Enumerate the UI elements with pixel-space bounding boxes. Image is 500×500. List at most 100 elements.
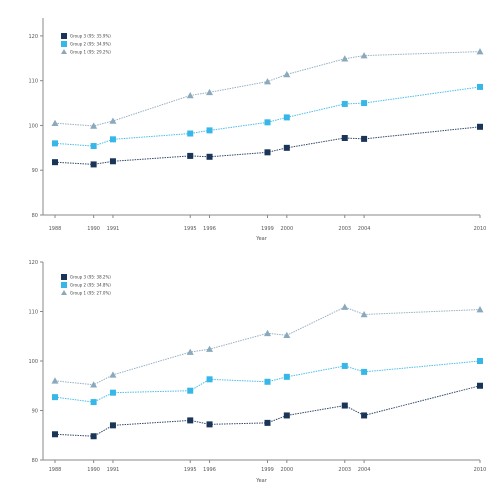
top-legend-label: Group 3 (95: 35.9%) [70, 34, 111, 39]
bottom-point [283, 412, 290, 419]
bottom-legend-marker [61, 274, 67, 280]
top-x-tick-label: 2003 [338, 226, 351, 232]
top-point [52, 159, 58, 166]
bottom-point [477, 358, 483, 364]
bottom-x-tick-label: 1999 [261, 467, 274, 473]
top-x-tick-label: 1990 [87, 226, 100, 232]
bottom-point [341, 303, 349, 310]
top-point [51, 119, 59, 127]
bottom-point [283, 331, 291, 339]
bottom-point [476, 306, 484, 313]
bottom-point [90, 381, 98, 388]
bottom-point [264, 378, 271, 385]
bottom-y-tick-label: 80 [32, 458, 38, 464]
chart-top: 80 90 100 110 120 1988 1990 1991 1995 1996 1999 200… [28, 18, 487, 242]
bottom-point [109, 389, 116, 396]
top-point [283, 144, 290, 151]
top-point [90, 122, 98, 129]
bottom-series-line [54, 306, 481, 386]
bottom-point [341, 402, 348, 409]
top-y-tick-label: 80 [32, 213, 38, 219]
top-point [283, 70, 291, 78]
top-point [109, 158, 116, 165]
top-point [109, 136, 116, 143]
bottom-point [341, 362, 348, 369]
bottom-x-tick-label: 1988 [49, 467, 62, 473]
top-x-tick-label: 2010 [474, 226, 487, 232]
top-legend-label: Group 1 (95: 29.2%) [70, 50, 111, 55]
bottom-legend-label: Group 2 (95: 34.8%) [70, 283, 111, 288]
bottom-point [109, 371, 117, 378]
top-y-tick-label: 100 [28, 123, 38, 129]
top-y-tick-label: 90 [32, 168, 38, 174]
bottom-series-line [54, 385, 481, 437]
bottom-point [52, 431, 58, 438]
bottom-point [90, 399, 97, 406]
top-point [187, 130, 194, 137]
top-point [361, 135, 368, 142]
bottom-y-tick-label: 90 [32, 409, 38, 415]
top-legend-marker [61, 41, 67, 47]
top-x-tick-label: 2000 [280, 226, 293, 232]
top-point [341, 100, 348, 107]
top-point [90, 161, 97, 168]
bottom-x-tick-label: 1996 [203, 467, 216, 473]
top-point [477, 83, 483, 90]
top-x-tick-label: 1999 [261, 226, 274, 232]
bottom-x-tick-label: 2000 [280, 467, 293, 473]
top-point [477, 123, 483, 130]
bottom-point [51, 377, 59, 384]
bottom-x-tick-label: 1995 [184, 467, 197, 473]
bottom-point [264, 419, 271, 426]
bottom-point [52, 394, 58, 401]
top-legend-marker [61, 49, 67, 54]
top-x-tick-label: 1996 [203, 226, 216, 232]
bottom-point [283, 373, 290, 380]
bottom-x-tick-label: 1990 [87, 467, 100, 473]
bottom-point [206, 345, 214, 352]
top-point [206, 127, 213, 134]
bottom-legend-marker [61, 290, 67, 295]
top-y-tick-label: 120 [28, 34, 38, 40]
bottom-point [361, 368, 368, 375]
bottom-x-tick-label: 1991 [107, 467, 120, 473]
bottom-x-axis-title: Year [255, 478, 268, 484]
bottom-legend-marker [61, 282, 67, 288]
top-point [341, 134, 348, 141]
bottom-point [90, 433, 97, 440]
bottom-point [477, 382, 483, 389]
top-point [264, 119, 271, 126]
bottom-point [206, 376, 213, 383]
bottom-x-tick-label: 2003 [338, 467, 351, 473]
bottom-y-tick-label: 100 [28, 359, 38, 365]
top-point [187, 152, 194, 159]
top-y-tick-label: 110 [28, 79, 38, 85]
bottom-point [361, 412, 368, 419]
bottom-point [264, 329, 271, 337]
bottom-y-tick-label: 110 [28, 310, 38, 316]
top-legend-marker [61, 33, 67, 39]
top-legend-label: Group 2 (95: 34.9%) [70, 42, 111, 47]
top-point [264, 78, 271, 85]
chart-bottom: 80 90 100 110 120 1988 1990 1991 1995 1996 1999 200… [28, 260, 487, 484]
bottom-point [186, 348, 194, 355]
bottom-x-tick-label: 2004 [358, 467, 371, 473]
bottom-point [360, 310, 368, 318]
bottom-legend-label: Group 1 (95: 27.0%) [70, 291, 111, 296]
top-series-line [54, 51, 481, 127]
top-x-tick-label: 2004 [358, 226, 371, 232]
top-point [186, 91, 194, 99]
top-point [206, 153, 213, 160]
top-series-line [54, 86, 481, 147]
bottom-point [187, 417, 194, 424]
bottom-point [206, 421, 213, 428]
top-point [109, 117, 117, 124]
bottom-point [187, 387, 194, 394]
bottom-x-tick-label: 2010 [474, 467, 487, 473]
top-point [360, 52, 368, 59]
top-x-tick-label: 1995 [184, 226, 197, 232]
bottom-point [109, 422, 116, 429]
top-point [206, 88, 214, 96]
top-series-line [54, 126, 481, 165]
top-point [341, 55, 349, 62]
